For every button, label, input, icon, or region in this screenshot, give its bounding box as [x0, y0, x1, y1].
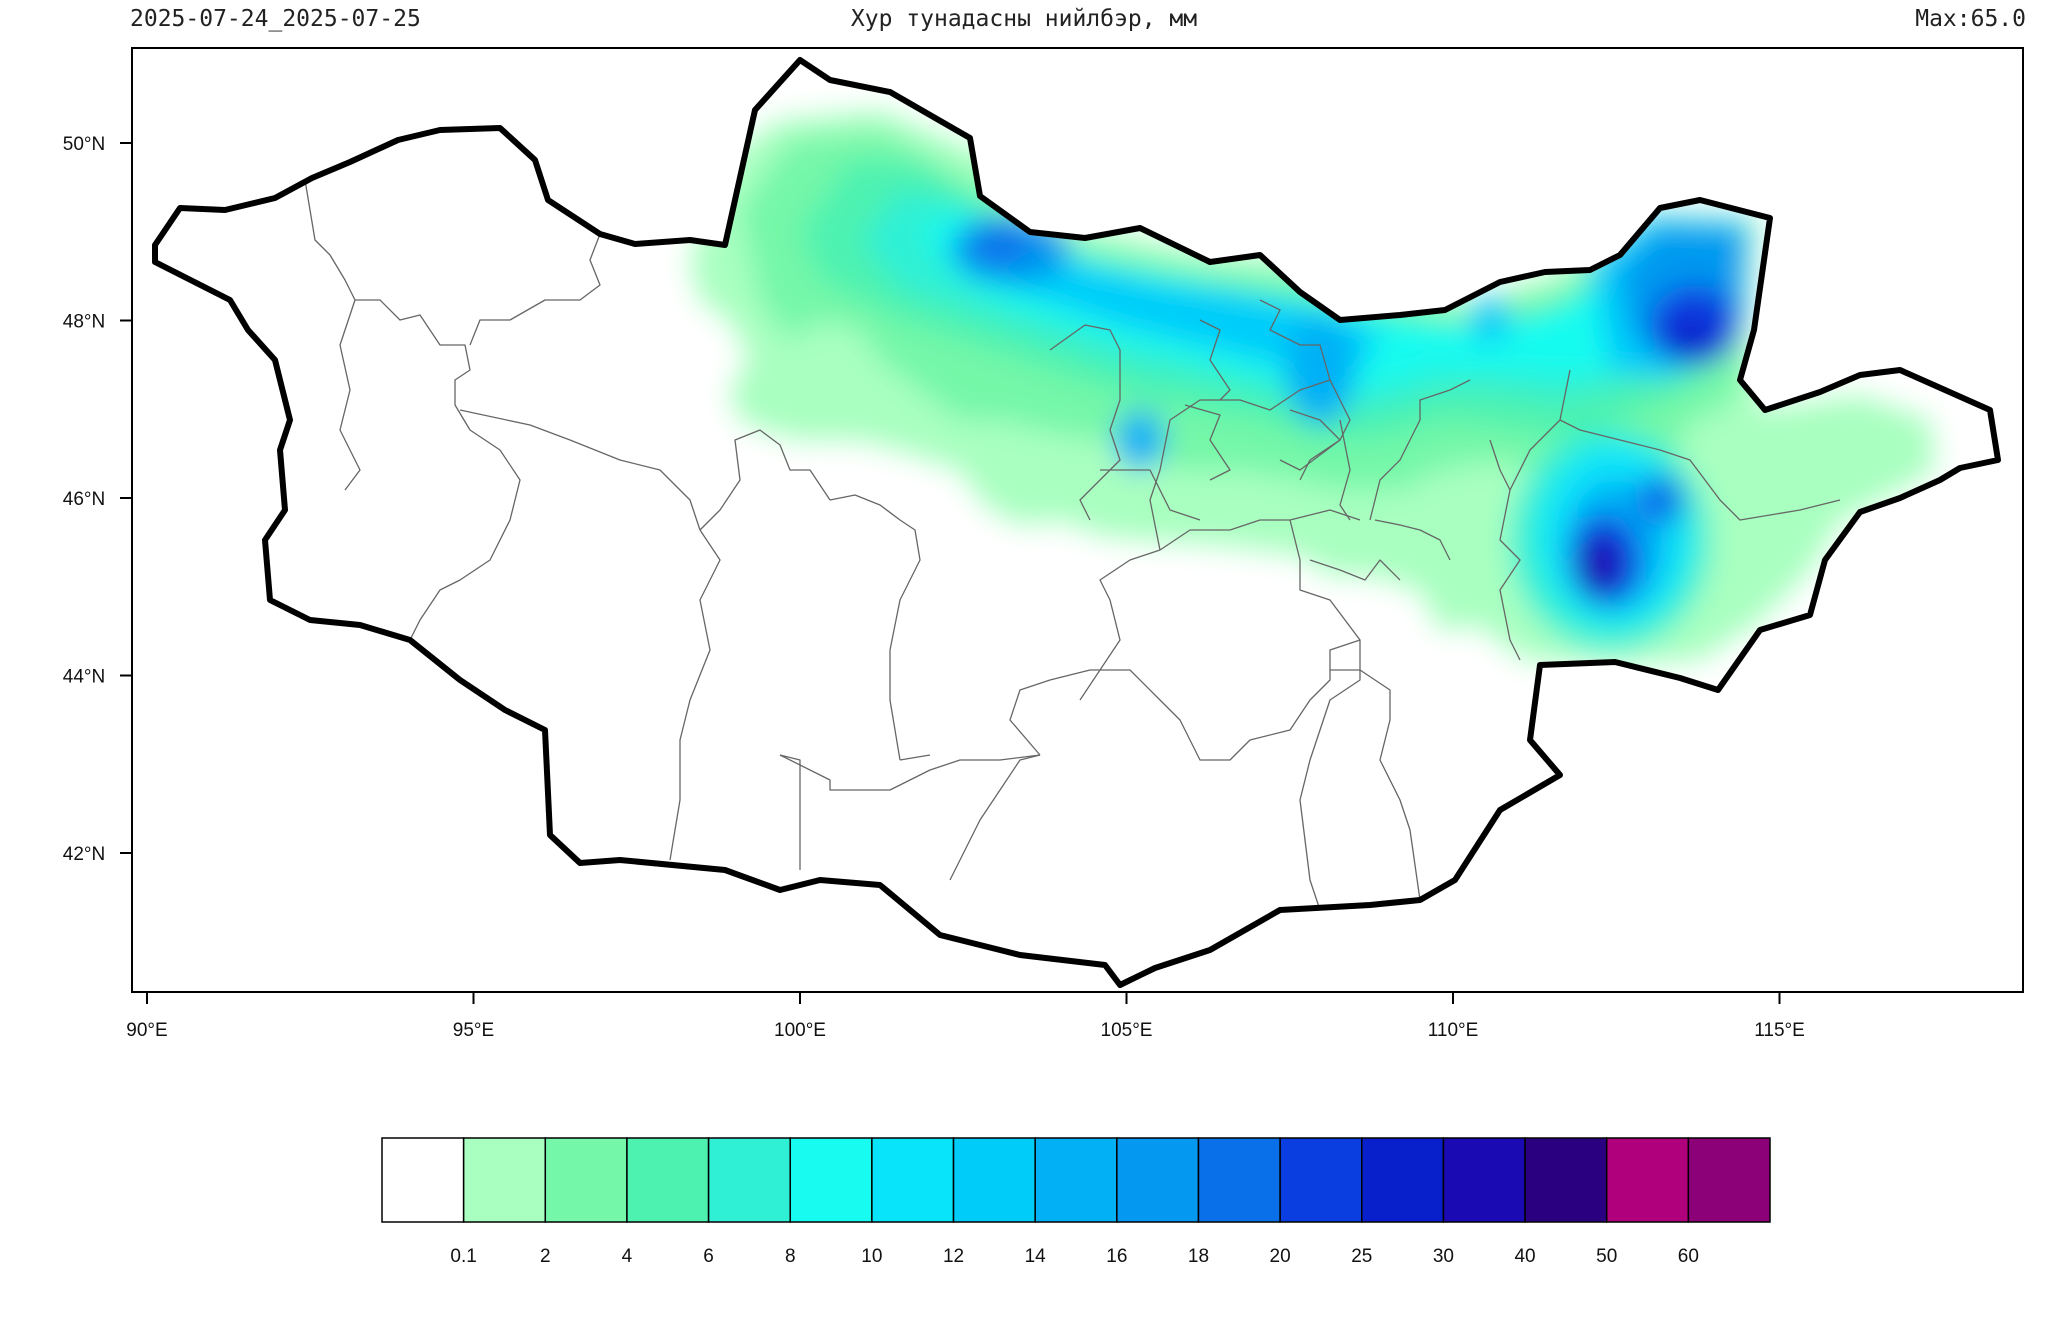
legend-threshold-label: 0.1: [450, 1246, 476, 1267]
legend-threshold-label: 60: [1678, 1246, 1699, 1267]
map-title: Хур тунадасны нийлбэр, мм: [850, 6, 1198, 32]
lat-tick-label: 44°N: [63, 667, 105, 688]
latitude-axis: 50°N 48°N 46°N 44°N 42°N: [63, 134, 132, 865]
legend-swatch: [707, 1137, 791, 1223]
legend-swatch: [1361, 1137, 1445, 1223]
legend-swatch: [952, 1137, 1036, 1223]
lon-tick-label: 100°E: [774, 1020, 826, 1041]
lat-tick-label: 46°N: [63, 489, 105, 510]
map-frame: [131, 47, 2024, 993]
legend-threshold-label: 50: [1596, 1246, 1617, 1267]
legend-threshold-label: 6: [703, 1246, 714, 1267]
legend-swatch: [381, 1137, 465, 1223]
legend-threshold-label: 14: [1025, 1246, 1047, 1267]
lat-tick-label: 42°N: [63, 844, 105, 865]
legend-swatch: [1279, 1137, 1363, 1223]
legend-swatch: [1687, 1137, 1771, 1223]
legend-swatch: [871, 1137, 955, 1223]
date-range-label: 2025-07-24_2025-07-25: [130, 6, 421, 32]
legend-threshold-label: 25: [1351, 1246, 1372, 1267]
legend-threshold-label: 20: [1270, 1246, 1291, 1267]
legend-threshold-label: 12: [943, 1246, 964, 1267]
lat-tick-label: 50°N: [63, 134, 105, 155]
legend-swatch: [1442, 1137, 1526, 1223]
lon-tick-label: 95°E: [453, 1020, 494, 1041]
legend-swatch: [1524, 1137, 1608, 1223]
legend-threshold-label: 40: [1514, 1246, 1535, 1267]
lon-tick-label: 110°E: [1428, 1020, 1479, 1041]
legend-swatch: [1116, 1137, 1200, 1223]
legend-threshold-label: 18: [1188, 1246, 1209, 1267]
legend-swatch: [626, 1137, 710, 1223]
legend-swatch: [1605, 1137, 1690, 1223]
aimag-borders: [304, 179, 1841, 911]
max-value-label: Max:65.0: [1915, 6, 2026, 32]
longitude-axis: 90°E 95°E 100°E 105°E 110°E 115°E: [126, 992, 1805, 1041]
mongolia-border: [152, 57, 2001, 988]
lat-tick-label: 48°N: [63, 312, 105, 333]
legend-threshold-label: 30: [1433, 1246, 1454, 1267]
legend-threshold-label: 4: [622, 1246, 633, 1267]
legend-threshold-label: 8: [785, 1246, 796, 1267]
legend-threshold-label: 10: [861, 1246, 882, 1267]
lon-tick-label: 105°E: [1101, 1020, 1153, 1041]
legend-threshold-label: 2: [540, 1246, 551, 1267]
legend-swatch: [1034, 1137, 1118, 1223]
legend-swatch: [1197, 1137, 1281, 1223]
lon-tick-label: 115°E: [1754, 1020, 1805, 1041]
lon-tick-label: 90°E: [126, 1020, 167, 1041]
legend-swatch: [462, 1137, 547, 1223]
legend-threshold-label: 16: [1106, 1246, 1127, 1267]
legend-swatch: [789, 1137, 873, 1223]
legend-swatch: [544, 1137, 628, 1223]
